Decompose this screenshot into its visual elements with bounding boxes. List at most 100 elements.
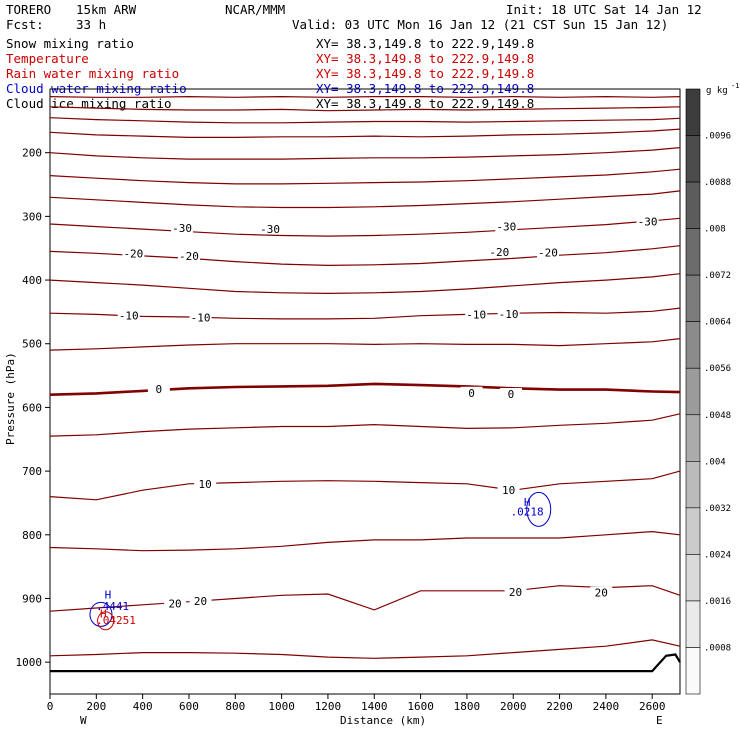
contour-label-12: 0 [156,383,163,396]
isotherm-line-11 [49,338,681,351]
contour-label-3: -30 [638,215,658,228]
isotherm-line-1 [49,106,681,112]
contour-label-10: -10 [466,308,486,321]
contour-label-14: 0 [508,388,515,401]
contour-label-bg-18 [189,595,212,607]
contour-label-13: 0 [468,387,475,400]
field-xy-4: XY= 38.3,149.8 to 222.9,149.8 [316,96,534,111]
y-tick-label-6: 800 [22,529,42,542]
contour-label-bg-14 [499,388,522,400]
x-tick-label-8: 1600 [407,700,434,713]
contour-label-bg-20 [590,586,613,598]
contour-label-1: -30 [260,223,280,236]
forecast-label: Fcst: [6,17,44,32]
contour-label-bg-8 [117,309,140,321]
field-xy-snow: XY= 38.3,149.8 to 222.9,149.8 [316,36,534,51]
contour-label-0: -30 [172,222,192,235]
colorbar-swatch-7 [685,414,701,462]
colorbar-tick-2: .008 [704,225,726,235]
contour-label-bg-19 [504,586,527,598]
contour-label-15: 10 [199,478,212,491]
contour-label-bg-3 [636,215,659,227]
contour-labels: -30 -30 -30 -30 -20 -20 -20 -20 -10 -10 -10 -10 0 0 0 1… [117,215,659,611]
x-tick-label-2: 400 [133,700,153,713]
x-tick-label-13: 2600 [639,700,666,713]
field-name-4: Cloud ice mixing ratio [6,96,172,111]
y-tick-label-8: 1000 [16,656,43,669]
isotherm-line-3 [49,128,681,138]
isotherm-line-2 [49,117,681,124]
y-tick-label-5: 700 [22,465,42,478]
contour-label-2: -30 [496,221,516,234]
max-label-2: .4441 [96,600,129,613]
x-tick-label-11: 2200 [546,700,573,713]
field-xy-2: XY= 38.3,149.8 to 222.9,149.8 [316,66,534,81]
colorbar-tick-6: .0048 [704,411,731,421]
colorbar-swatch-0 [685,88,701,136]
y-tick-label-3: 500 [22,338,42,351]
y-tick-label-0: 200 [22,147,42,160]
contour-label-19: 20 [509,586,522,599]
y-tick-label-7: 900 [22,592,42,605]
terrain-line [50,653,681,673]
colorbar-swatch-8 [685,461,701,509]
isotherm-line-10 [49,307,681,320]
init-time: Init: 18 UTC Sat 14 Jan 12 [506,2,702,17]
terrain-surface [50,653,681,673]
institution: NCAR/MMM [225,2,285,17]
contour-label-bg-16 [497,484,520,496]
x-axis-label: Distance (km) [340,714,426,727]
contour-label-20: 20 [595,587,608,600]
contour-label-18: 20 [194,595,207,608]
contour-label-bg-4 [122,247,145,259]
contour-label-bg-0 [171,221,194,233]
contour-label-bg-11 [497,307,520,319]
isotherm-line-14 [49,470,681,501]
y-tick-label-1: 300 [22,210,42,223]
contour-label-bg-10 [465,308,488,320]
max-label-1: H [100,608,107,621]
x-tick-label-9: 1800 [454,700,481,713]
contour-label-bg-12 [147,382,170,394]
field-xy-1: XY= 38.3,149.8 to 222.9,149.8 [316,51,534,66]
colorbar-unit-exponent: -1 [731,82,739,90]
isotherm-line-12 [49,382,681,396]
isotherm-line-8 [49,245,681,267]
contour-label-8: -10 [119,310,139,323]
colorbar-swatch-3 [685,228,701,276]
model-resolution: 15km ARW [76,2,137,17]
colorbar-tick-0: .0096 [704,132,731,142]
contour-label-bg-6 [488,246,511,258]
x-tick-label-7: 1400 [361,700,388,713]
contour-label-bg-1 [259,223,282,235]
colorbar-tick-3: .0072 [704,271,731,281]
y-axis-ticks: 200 300 400 500 600 700 800 900 1000 [16,147,50,669]
max-label-4: H [524,496,531,509]
colorbar: .0096 .0088 .008 .0072 .0064 .0056 .0048 .004 .0… [685,88,731,695]
x-tick-label-1: 200 [86,700,106,713]
x-tick-label-10: 2000 [500,700,527,713]
contour-label-bg-15 [194,477,217,489]
contour-label-6: -20 [489,246,509,259]
isotherm-line-15 [49,530,681,552]
isotherm-line-5 [49,168,681,185]
isotherm-lines [49,95,681,659]
max-label-3: .04251 [96,614,136,627]
contour-label-bg-13 [460,386,483,398]
contour-label-17: 20 [168,598,181,611]
colorbar-swatch-2 [685,181,701,229]
isotherm-line-13 [49,413,681,437]
colorbar-tick-4: .0064 [704,318,731,328]
contour-label-bg-17 [164,597,187,609]
colorbar-tick-5: .0056 [704,364,731,374]
colorbar-tick-1: .0088 [704,178,731,188]
contour-label-16: 10 [502,484,515,497]
west-label: W [80,714,87,727]
contour-label-5: -20 [179,250,199,263]
model-name: TORERO [6,2,51,17]
y-axis-label: Pressure (hPa) [4,352,17,445]
field-name-2: Rain water mixing ratio [6,66,179,81]
rain-water-blob-west [97,611,115,631]
